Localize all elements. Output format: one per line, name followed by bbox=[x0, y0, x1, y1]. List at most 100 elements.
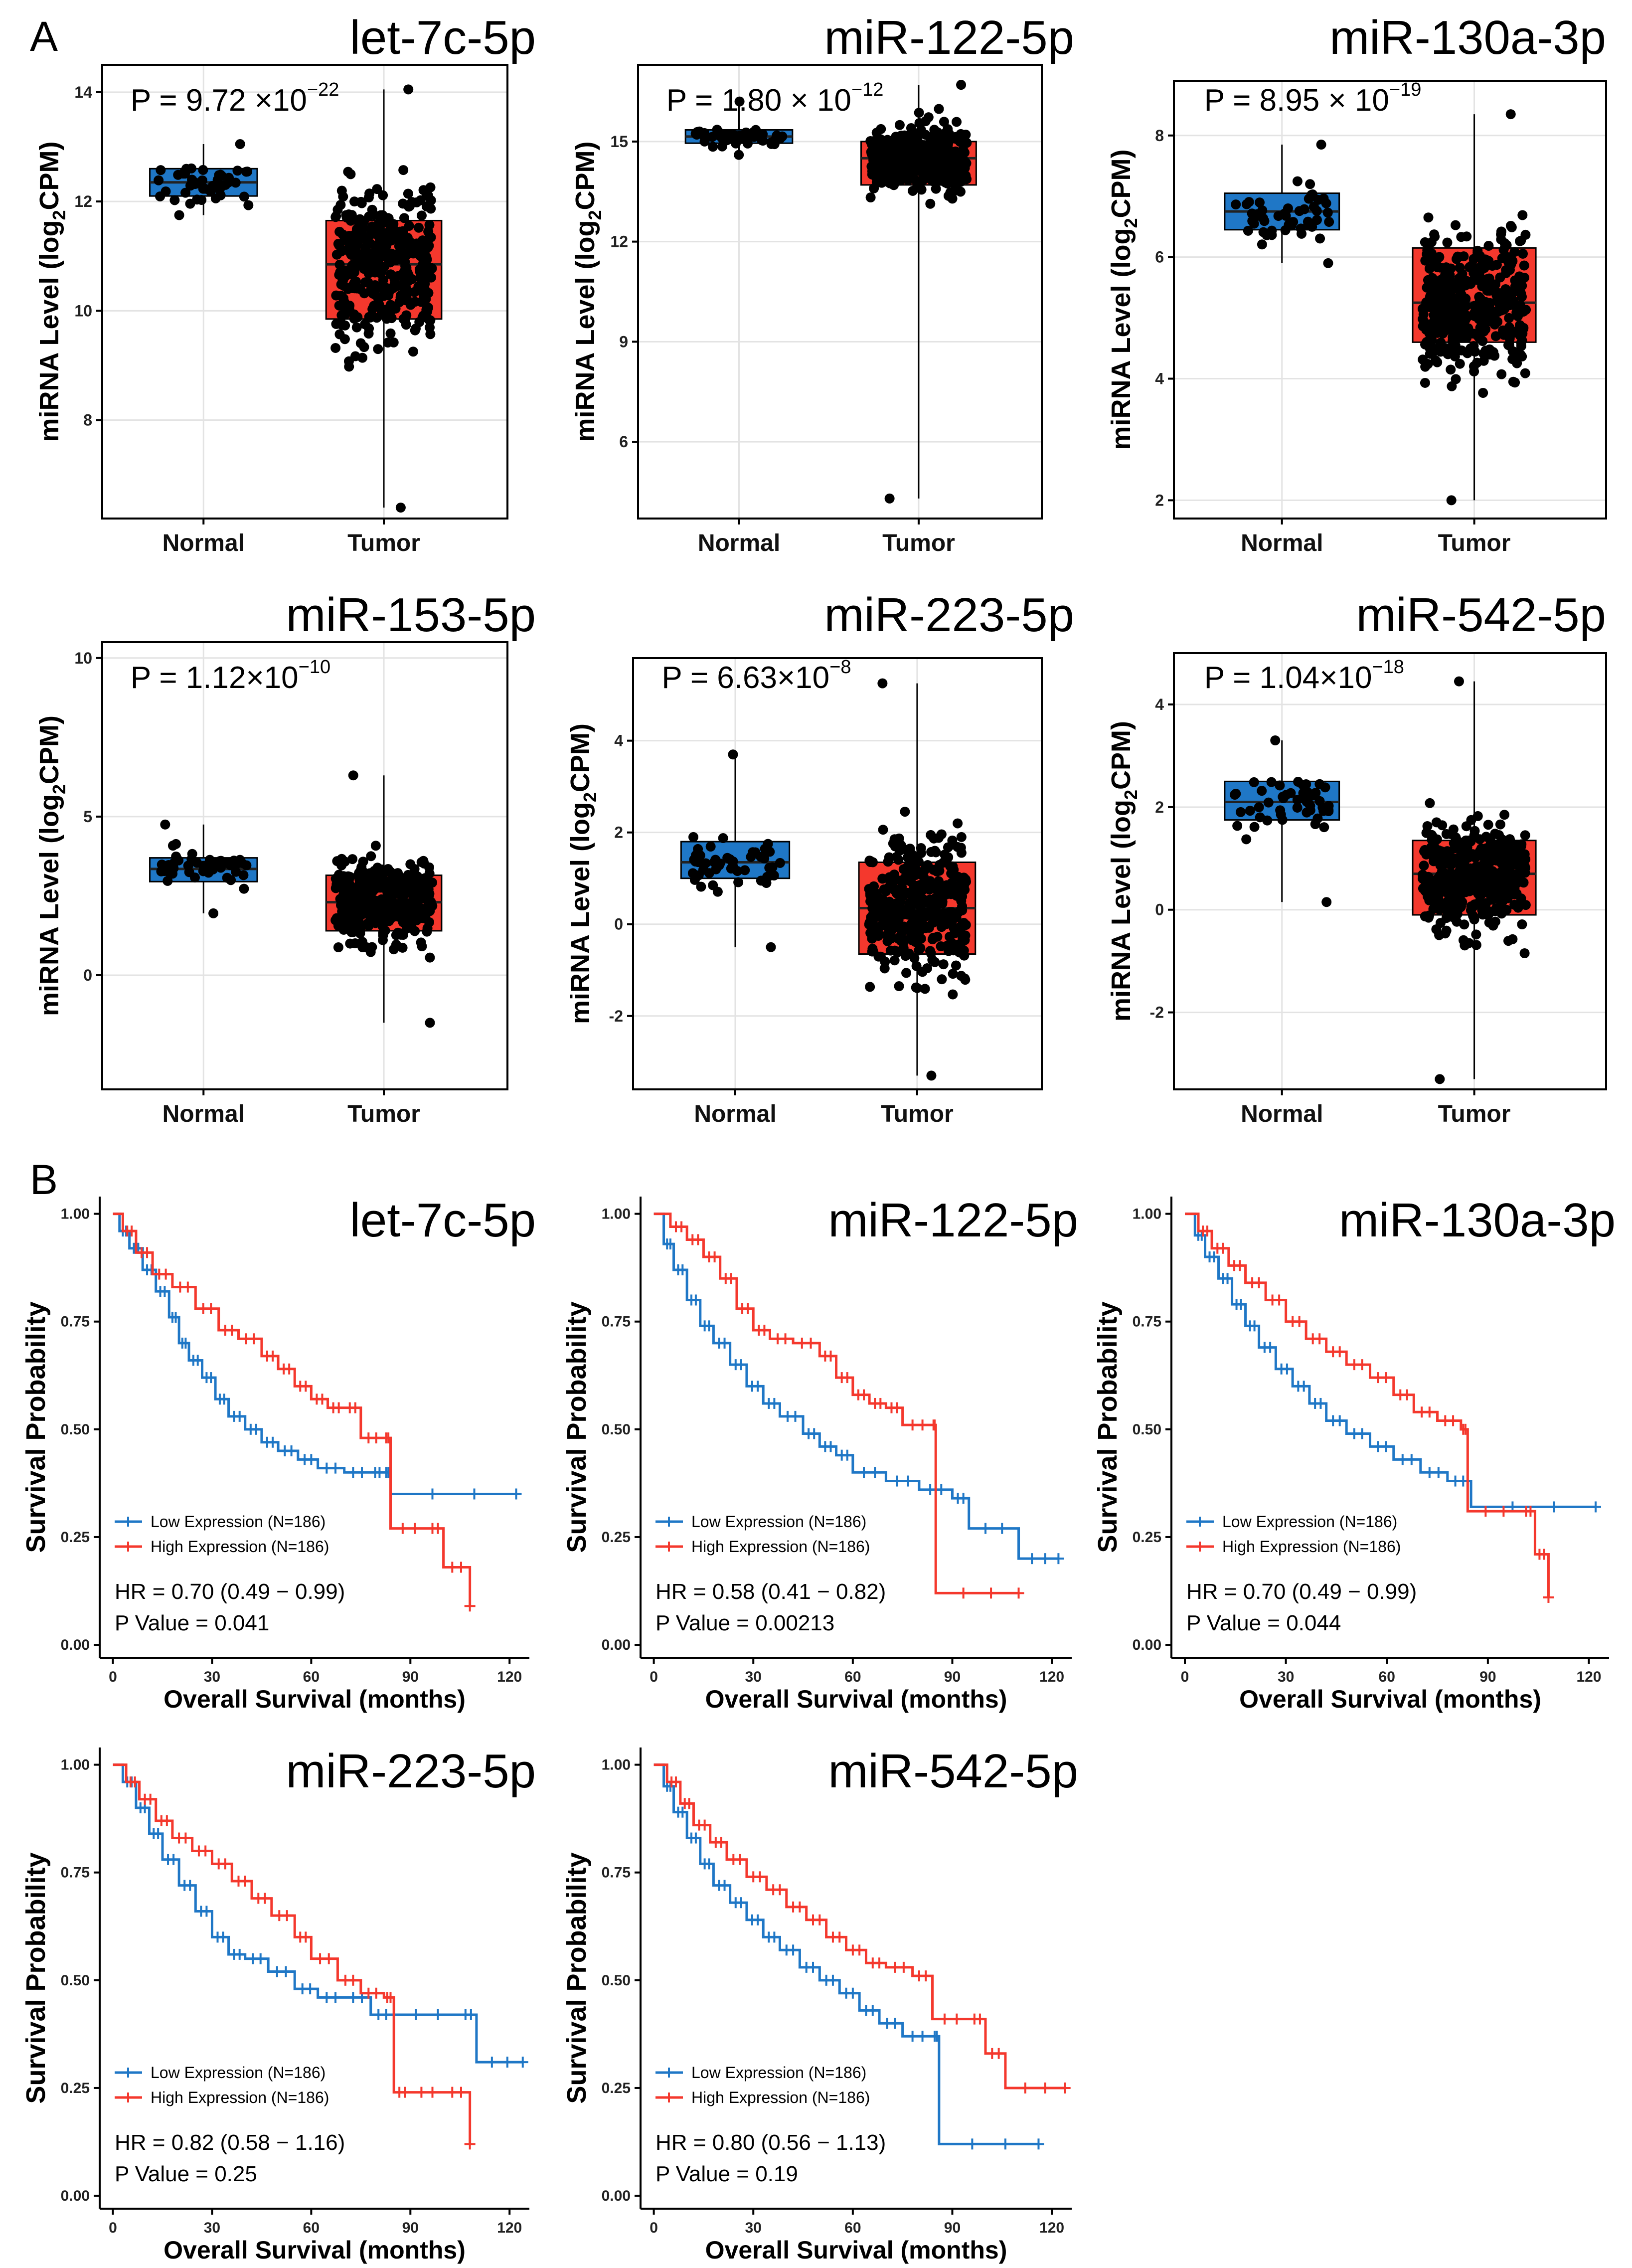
data-point bbox=[333, 942, 343, 953]
data-point bbox=[933, 884, 944, 894]
data-point bbox=[427, 263, 437, 274]
data-point bbox=[229, 856, 239, 866]
data-point bbox=[1459, 303, 1469, 313]
data-point bbox=[882, 930, 892, 940]
data-point bbox=[1504, 289, 1515, 299]
data-point bbox=[174, 210, 184, 220]
data-point bbox=[961, 920, 971, 930]
data-point bbox=[380, 925, 390, 936]
data-point bbox=[900, 807, 910, 817]
data-point bbox=[1488, 347, 1498, 357]
y-tick-label: 4 bbox=[1155, 696, 1164, 713]
data-point bbox=[1455, 285, 1466, 295]
data-point bbox=[1431, 924, 1442, 934]
data-point bbox=[1499, 238, 1510, 248]
data-point bbox=[208, 908, 219, 918]
data-point bbox=[350, 247, 360, 258]
data-point bbox=[878, 905, 889, 916]
p-value-exponent: −10 bbox=[299, 657, 330, 678]
data-point bbox=[388, 337, 399, 348]
data-point bbox=[377, 281, 387, 291]
data-point bbox=[235, 139, 245, 149]
data-point bbox=[1446, 364, 1456, 375]
data-point bbox=[1423, 212, 1434, 223]
data-point bbox=[950, 146, 961, 157]
data-point bbox=[353, 917, 364, 927]
data-point bbox=[1490, 916, 1500, 927]
y-axis-label-main: miRNA Level (log bbox=[34, 220, 64, 442]
data-point bbox=[925, 166, 936, 176]
data-point bbox=[1492, 873, 1503, 884]
data-point bbox=[887, 880, 898, 890]
data-point bbox=[880, 147, 891, 157]
y-tick-label: 0.25 bbox=[1133, 1529, 1161, 1546]
y-tick-label: 6 bbox=[619, 433, 628, 451]
data-point bbox=[226, 875, 236, 885]
data-point bbox=[1460, 293, 1470, 304]
data-point bbox=[417, 941, 427, 952]
data-point bbox=[343, 871, 353, 881]
data-point bbox=[693, 857, 703, 868]
data-point bbox=[884, 493, 895, 504]
data-point bbox=[1440, 928, 1451, 939]
data-point bbox=[722, 135, 732, 146]
data-point bbox=[1299, 204, 1309, 214]
data-point bbox=[1506, 222, 1517, 232]
data-point bbox=[897, 138, 908, 148]
data-point bbox=[1292, 802, 1303, 813]
data-point bbox=[1247, 216, 1258, 226]
y-tick-label: 5 bbox=[83, 808, 92, 826]
data-point bbox=[1469, 914, 1479, 925]
data-point bbox=[909, 854, 919, 865]
data-point bbox=[383, 213, 394, 223]
data-point bbox=[208, 864, 218, 874]
data-point bbox=[909, 953, 920, 963]
data-point bbox=[214, 170, 224, 180]
data-point bbox=[927, 934, 938, 945]
data-point bbox=[402, 287, 413, 298]
low-expression-curve bbox=[113, 1763, 523, 2064]
data-point bbox=[1420, 361, 1431, 372]
data-point bbox=[885, 945, 896, 956]
data-point bbox=[865, 982, 875, 992]
data-point bbox=[1518, 248, 1528, 259]
data-point bbox=[396, 929, 406, 940]
data-point bbox=[399, 213, 409, 223]
data-point bbox=[1303, 216, 1313, 227]
data-point bbox=[408, 248, 419, 259]
plot-frame bbox=[637, 64, 1043, 520]
data-point bbox=[419, 269, 430, 279]
data-point bbox=[1456, 872, 1466, 883]
data-point bbox=[1469, 361, 1479, 371]
data-point bbox=[1456, 902, 1466, 912]
data-point bbox=[1273, 211, 1284, 221]
data-point bbox=[1469, 254, 1479, 264]
data-point bbox=[949, 923, 959, 933]
y-tick-label: 0.25 bbox=[61, 2080, 90, 2096]
data-point bbox=[1440, 300, 1450, 311]
data-point bbox=[894, 120, 905, 130]
data-point bbox=[1249, 822, 1260, 832]
data-point bbox=[961, 158, 972, 169]
data-point bbox=[708, 880, 718, 890]
data-point bbox=[426, 195, 436, 205]
data-point bbox=[1504, 313, 1514, 323]
data-point bbox=[1459, 859, 1469, 869]
data-point bbox=[1497, 253, 1507, 263]
data-point bbox=[1324, 217, 1334, 227]
y-axis-label-subscript: 2 bbox=[49, 210, 69, 220]
data-point bbox=[1323, 801, 1334, 811]
data-point bbox=[688, 832, 699, 842]
data-point bbox=[1432, 262, 1443, 273]
hazard-ratio-label: HR = 0.82 (0.58 − 1.16) bbox=[115, 2130, 345, 2155]
y-axis-label-main: miRNA Level (log bbox=[1106, 800, 1136, 1022]
data-point bbox=[354, 216, 364, 226]
data-point bbox=[358, 223, 368, 233]
data-point bbox=[1496, 369, 1507, 379]
data-point bbox=[341, 301, 352, 312]
data-point bbox=[422, 926, 432, 937]
data-point bbox=[948, 989, 958, 1000]
data-point bbox=[956, 971, 967, 981]
p-value-label: P Value = 0.19 bbox=[655, 2162, 798, 2186]
data-point bbox=[916, 843, 926, 854]
